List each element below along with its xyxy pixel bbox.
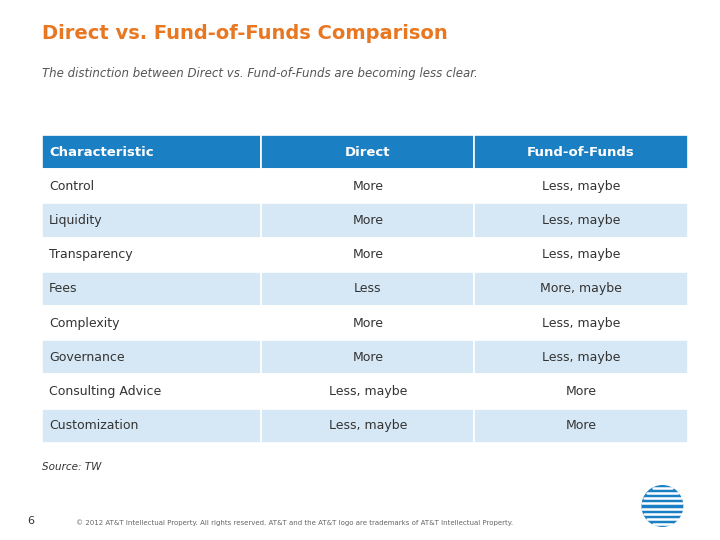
Text: More: More: [352, 248, 384, 261]
Text: Less, maybe: Less, maybe: [542, 180, 620, 193]
Text: Less, maybe: Less, maybe: [542, 214, 620, 227]
Text: Direct vs. Fund-of-Funds Comparison: Direct vs. Fund-of-Funds Comparison: [42, 24, 448, 43]
Text: Customization: Customization: [49, 419, 138, 432]
Text: The distinction between Direct vs. Fund-of-Funds are becoming less clear.: The distinction between Direct vs. Fund-…: [42, 68, 477, 80]
Text: Liquidity: Liquidity: [49, 214, 102, 227]
Text: More: More: [352, 180, 384, 193]
Text: Transparency: Transparency: [49, 248, 132, 261]
Text: More: More: [352, 214, 384, 227]
Text: Less, maybe: Less, maybe: [329, 419, 407, 432]
Circle shape: [642, 486, 683, 526]
Text: Less, maybe: Less, maybe: [542, 248, 620, 261]
Text: Complexity: Complexity: [49, 316, 120, 329]
Text: © 2012 AT&T Intellectual Property. All rights reserved. AT&T and the AT&T logo a: © 2012 AT&T Intellectual Property. All r…: [76, 520, 513, 526]
Text: Governance: Governance: [49, 351, 125, 364]
Text: Source: TW: Source: TW: [42, 462, 101, 472]
Text: More: More: [352, 351, 384, 364]
Text: 6: 6: [27, 516, 35, 526]
Text: Consulting Advice: Consulting Advice: [49, 385, 161, 398]
Text: Control: Control: [49, 180, 94, 193]
Text: Fund-of-Funds: Fund-of-Funds: [527, 146, 635, 159]
Text: Fees: Fees: [49, 282, 78, 295]
Text: Direct: Direct: [345, 146, 391, 159]
Text: Less: Less: [354, 282, 382, 295]
Text: Characteristic: Characteristic: [49, 146, 153, 159]
Text: More: More: [565, 419, 597, 432]
Text: More: More: [565, 385, 597, 398]
Text: Less, maybe: Less, maybe: [542, 351, 620, 364]
Text: More, maybe: More, maybe: [540, 282, 622, 295]
Text: Less, maybe: Less, maybe: [329, 385, 407, 398]
Text: Less, maybe: Less, maybe: [542, 316, 620, 329]
Text: More: More: [352, 316, 384, 329]
